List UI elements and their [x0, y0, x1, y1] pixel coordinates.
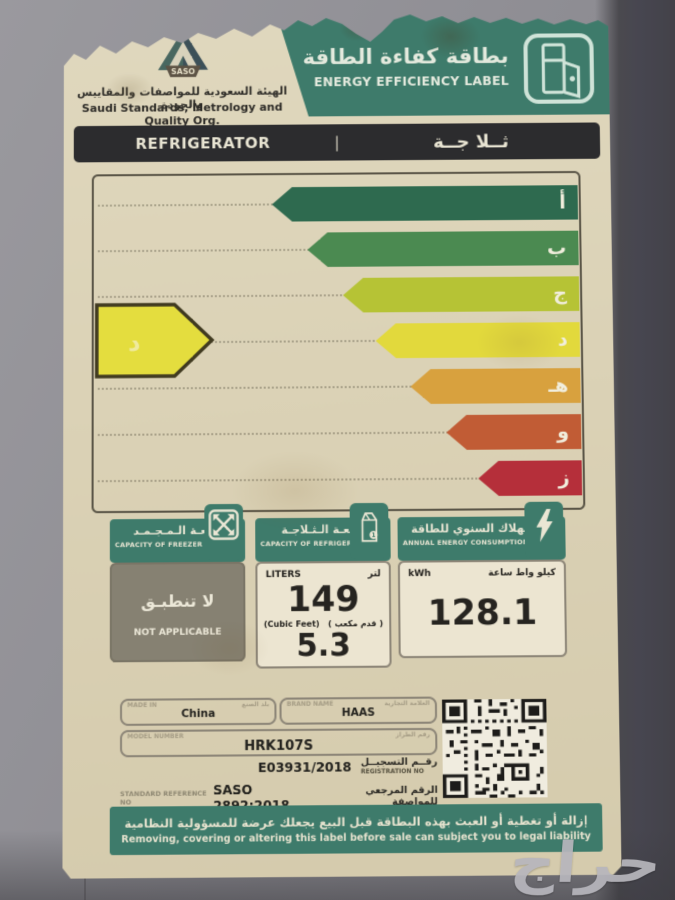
- scale-arrow-f: و: [446, 414, 581, 450]
- made-in-value: China: [181, 707, 216, 721]
- kwh-label-arabic: كيلو واط ساعة: [488, 567, 556, 579]
- haraj-watermark: حراج: [508, 831, 665, 896]
- registration-value: E03931/2018: [257, 759, 352, 776]
- refrigerator-card-body: LITERS لتر 149 (Cubic Feet) ( قدم مكعب )…: [255, 561, 391, 669]
- label-title-arabic: بطاقة كفاءة الطاقة: [302, 43, 509, 70]
- scale-arrow-e: هـ: [410, 368, 580, 404]
- scale-arrow-g: ز: [478, 460, 582, 496]
- product-type-bar: REFRIGERATOR | ثــلا جــة: [74, 122, 600, 162]
- freezer-icon: [204, 504, 243, 560]
- registration-label-english: REGISTRATION NO: [360, 768, 425, 776]
- energy-efficiency-label: SASO الهيئة السعودية للمواصفات والمقاييس…: [62, 10, 621, 879]
- freezer-value-english: NOT APPLICABLE: [133, 627, 222, 639]
- milk-carton-icon: 1: [350, 503, 389, 559]
- cubic-feet-value: 5.3: [296, 627, 351, 665]
- model-label-english: MODEL NUMBER: [127, 732, 184, 741]
- freezer-value-arabic: لا تنطبـق: [140, 590, 215, 612]
- brand-box: BRAND NAME العلامة التجارية HAAS: [279, 697, 437, 725]
- scale-arrow-b: ب: [307, 231, 578, 267]
- label-title-english: ENERGY EFFICIENCY LABEL: [313, 72, 509, 90]
- refrigerator-icon: [522, 32, 595, 109]
- saso-logo-text: SASO: [171, 67, 195, 76]
- energy-card-body: kWh كيلو واط ساعة 128.1: [398, 559, 567, 658]
- scale-letter: د: [557, 327, 568, 351]
- qr-code: [442, 699, 548, 798]
- model-box: MODEL NUMBER رقم الطراز HRK107S: [120, 728, 437, 757]
- scale-letter: أ: [559, 190, 566, 214]
- scale-letter: و: [556, 419, 570, 443]
- product-type-divider: |: [334, 133, 340, 152]
- label-title-block: بطاقة كفاءة الطاقة ENERGY EFFICIENCY LAB…: [270, 10, 610, 117]
- saso-logo: SASO: [151, 27, 215, 88]
- model-value: HRK107S: [244, 738, 314, 755]
- brand-value: HAAS: [341, 706, 375, 720]
- scale-letter: ب: [546, 236, 567, 259]
- freezer-card-header: سـعـة الـمـجـمـد CAPACITY OF FREEZER: [110, 518, 245, 562]
- carton-mark: 1: [371, 533, 375, 539]
- scale-arrow-a: أ: [272, 185, 578, 222]
- brand-label-arabic: العلامة التجارية: [384, 699, 430, 708]
- scale-letter: هـ: [548, 373, 569, 397]
- registration-row: E03931/2018 رقــم التسجيــل REGISTRATION…: [120, 757, 438, 778]
- made-in-label-arabic: بلد الصنع: [241, 700, 270, 709]
- liters-value: 149: [287, 578, 360, 621]
- registration-label-arabic: رقــم التسجيــل: [360, 756, 438, 769]
- product-type-english: REFRIGERATOR: [135, 133, 271, 153]
- made-in-label-english: MADE IN: [127, 701, 157, 710]
- warning-arabic: إزالة أو تغطية أو العبث بهذه البطاقة قبل…: [124, 812, 588, 831]
- energy-card-header: الإستهلاك السنوي للطاقة ANNUAL ENERGY CO…: [397, 516, 565, 561]
- scale-arrow-c: ج: [343, 276, 579, 312]
- scale-letter: ز: [558, 466, 570, 489]
- kwh-label-english: kWh: [408, 568, 431, 580]
- made-in-box: MADE IN بلد الصنع China: [120, 698, 277, 726]
- rating-pointer: د: [94, 301, 215, 383]
- lightning-icon: [524, 502, 563, 558]
- brand-label-english: BRAND NAME: [286, 700, 334, 709]
- standard-label-english: STANDARD REFERENCE NO: [120, 789, 207, 807]
- scale-arrow-d: د: [376, 322, 581, 358]
- product-type-arabic: ثــلا جــة: [433, 130, 509, 153]
- rating-letter: د: [128, 328, 140, 357]
- freezer-card-body: لا تنطبـق NOT APPLICABLE: [110, 562, 246, 663]
- scale-letter: ج: [553, 282, 568, 305]
- refrigerator-card-header: سـعـة الـثـلاجـة CAPACITY OF REFRIGERATO…: [255, 517, 391, 561]
- model-label-arabic: رقم الطراز: [395, 731, 431, 739]
- liters-label-arabic: لتر: [367, 569, 381, 580]
- energy-value: 128.1: [427, 591, 538, 635]
